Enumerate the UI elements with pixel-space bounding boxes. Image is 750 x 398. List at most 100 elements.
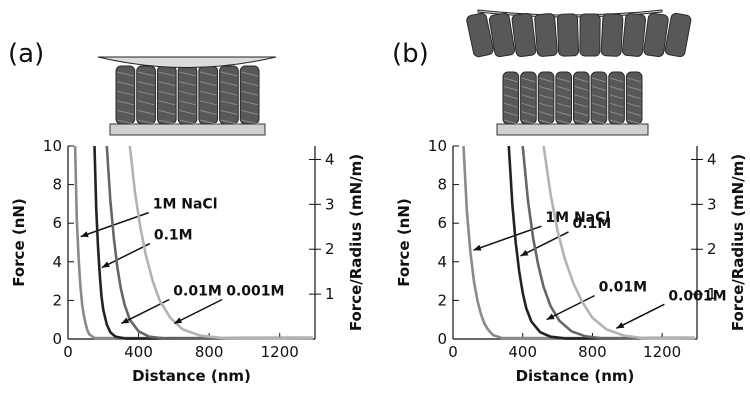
brush-strand — [137, 109, 155, 115]
brush-strand — [574, 77, 589, 83]
polymer-brush — [537, 71, 555, 125]
brush-strand — [539, 94, 554, 100]
polymer-brush — [625, 71, 643, 125]
series-label: 1M NaCl — [153, 197, 218, 213]
y-right-tick-label: 1 — [707, 285, 717, 303]
series-label: 1M NaCl — [545, 210, 610, 226]
x-axis-label: Distance (nm) — [132, 367, 251, 385]
y-tick-label: 8 — [437, 176, 447, 194]
brush-strand — [609, 102, 624, 108]
series-label: 0.001M — [668, 288, 726, 304]
y-right-tick-label: 2 — [325, 240, 335, 258]
brush-strand — [220, 109, 238, 115]
brush-strand — [556, 111, 571, 117]
y-tick-label: 0 — [437, 330, 447, 348]
brush-strand — [116, 100, 134, 106]
y-axis-label: Force (nN) — [10, 198, 28, 287]
brush-strand — [627, 85, 642, 91]
polymer-brush — [621, 13, 647, 57]
x-tick-label: 400 — [508, 343, 537, 361]
brush-strand — [556, 77, 571, 83]
y-axis-right-label: Force/Radius (mN/m) — [729, 154, 747, 331]
brush-strand — [539, 77, 554, 83]
brush-strand — [116, 71, 134, 77]
brush-strand — [503, 111, 518, 117]
polymer-brush — [664, 12, 692, 58]
substrate — [109, 123, 266, 136]
y-tick-label: 6 — [52, 214, 62, 232]
brush-strand — [503, 119, 518, 125]
polymer-brush — [600, 13, 624, 57]
polymer-brush — [466, 12, 494, 58]
polymer-brush — [520, 71, 537, 125]
brush-strand — [179, 100, 196, 106]
polymer-brush — [534, 13, 558, 57]
brush-strand — [627, 119, 642, 125]
brush-strand — [556, 119, 571, 125]
brush-strand — [116, 109, 134, 115]
polymer-brush — [590, 71, 608, 125]
brush-strand — [556, 85, 571, 91]
y-tick-label: 2 — [437, 291, 447, 309]
x-tick-label: 0 — [63, 343, 73, 361]
brush-illustration — [466, 9, 692, 136]
brush-strand — [539, 102, 554, 108]
brush-strand — [241, 100, 259, 106]
brush-strand — [241, 71, 259, 77]
brush-strand — [591, 102, 606, 108]
brush-strand — [199, 119, 217, 125]
y-right-tick-label: 3 — [707, 195, 717, 213]
brush-strand — [158, 119, 176, 125]
polymer-brush — [511, 13, 537, 57]
brush-strand — [609, 77, 624, 83]
series-label: 0.001M — [226, 283, 284, 299]
substrate — [496, 123, 649, 136]
brush-strand — [521, 102, 536, 108]
brush-strand — [137, 71, 155, 77]
brush-strand — [539, 119, 554, 125]
brush-strand — [199, 71, 217, 77]
series-arrow — [616, 303, 665, 329]
brush-strand — [199, 100, 217, 106]
series-line — [93, 145, 314, 340]
brush-strand — [609, 119, 624, 125]
brush-strand — [609, 94, 624, 100]
polymer-brush — [502, 71, 520, 125]
series-arrow — [473, 225, 542, 251]
polymer-brush — [579, 13, 601, 57]
polymer-brush — [573, 71, 590, 125]
x-axis-label: Distance (nm) — [516, 367, 635, 385]
brush-strand — [199, 81, 217, 87]
y-tick-label: 0 — [52, 330, 62, 348]
brush-strand — [220, 71, 238, 77]
brush-strand — [137, 90, 155, 96]
brush-strand — [574, 119, 589, 125]
brush-strand — [521, 111, 536, 117]
brush-illustration — [97, 56, 277, 136]
brush-strand — [591, 77, 606, 83]
series-label: 0.1M — [154, 228, 193, 244]
polymer-brush — [555, 71, 572, 125]
brush-strand — [521, 94, 536, 100]
brush-strand — [137, 81, 155, 87]
brush-strand — [591, 119, 606, 125]
y-axis-label: Force (nN) — [395, 198, 413, 287]
brush-strand — [574, 85, 589, 91]
series-label: 0.01M — [173, 283, 221, 299]
brush-strand — [179, 81, 196, 87]
brush-strand — [627, 77, 642, 83]
x-tick-label: 800 — [578, 343, 607, 361]
brush-strand — [539, 111, 554, 117]
brush-strand — [539, 85, 554, 91]
brush-strand — [220, 90, 238, 96]
brush-strand — [241, 109, 259, 115]
brush-strand — [116, 81, 134, 87]
brush-strand — [199, 109, 217, 115]
y-tick-label: 10 — [43, 137, 62, 155]
series-line — [105, 145, 314, 340]
panel-label: (a) — [8, 39, 44, 69]
brush-strand — [220, 100, 238, 106]
series-line — [128, 145, 314, 340]
